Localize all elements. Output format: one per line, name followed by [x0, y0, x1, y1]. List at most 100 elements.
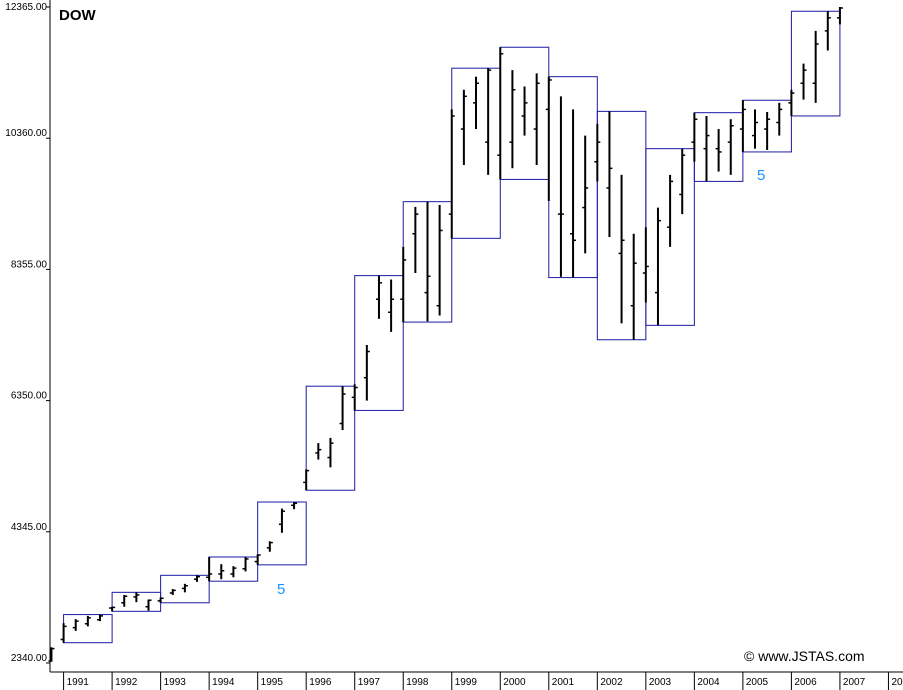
ohlc-bar — [181, 583, 188, 593]
year-range-box — [790, 10, 841, 117]
copyright-label: © www.JSTAS.com — [744, 648, 865, 664]
x-tick-label: 1992 — [115, 677, 138, 688]
ohlc-bar — [254, 554, 261, 565]
ohlc-bar — [776, 102, 783, 136]
ohlc-bar — [133, 592, 140, 603]
ohlc-bar — [157, 597, 164, 603]
x-tick-label: 2006 — [794, 677, 817, 688]
x-tick-label: 2007 — [843, 677, 866, 688]
x-tick-label: 1993 — [164, 677, 187, 688]
ohlc-bar — [497, 47, 504, 180]
x-tick-label: 1991 — [67, 677, 90, 688]
ohlc-bar — [60, 623, 67, 643]
ohlc-bar — [375, 275, 382, 319]
ohlc-bar — [521, 86, 528, 136]
ohlc-bar — [473, 76, 480, 130]
ohlc-bar — [339, 386, 346, 431]
ohlc-bar — [218, 564, 225, 580]
x-tick-label: 2003 — [649, 677, 672, 688]
ohlc-bar — [570, 109, 577, 278]
x-tick-label: 1994 — [212, 677, 235, 688]
ohlc-bar — [752, 109, 759, 149]
ohlc-bar — [327, 437, 334, 468]
annotation-label: 5 — [277, 581, 285, 598]
ohlc-bar — [545, 76, 552, 202]
ohlc-bar — [836, 7, 843, 25]
y-axis: 12365.00 10360.00 8355.00 6350.00 4345.00 234… — [5, 2, 50, 664]
x-axis: 1991 1992 1993 1994 1995 1996 1997 1998 1999 2000… — [63, 672, 903, 690]
price-bars — [48, 7, 843, 662]
ohlc-bar — [278, 508, 285, 533]
x-tick-label: 1997 — [358, 677, 381, 688]
ohlc-bar — [194, 575, 201, 582]
ohlc-bar — [642, 227, 649, 303]
ohlc-bar — [230, 566, 237, 578]
ohlc-bar — [424, 201, 431, 322]
year-range-box — [305, 385, 356, 491]
ohlc-bar — [84, 615, 91, 627]
ohlc-bar — [582, 135, 589, 254]
ohlc-bar — [691, 112, 698, 162]
ohlc-bar — [72, 619, 79, 631]
ohlc-bar — [145, 599, 152, 611]
ohlc-bar — [48, 647, 55, 662]
x-tick-label: 2000 — [503, 677, 526, 688]
ohlc-bar — [800, 63, 807, 100]
ohlc-bar — [715, 129, 722, 172]
ohlc-bar — [533, 73, 540, 166]
ohlc-bar — [388, 279, 395, 332]
x-tick-label: 1995 — [261, 677, 284, 688]
ohlc-bar — [436, 204, 443, 316]
annotation-label: 5 — [757, 167, 765, 184]
ohlc-bar — [169, 589, 176, 595]
ohlc-bar — [667, 174, 674, 247]
y-tick-label: 12365.00 — [5, 2, 47, 13]
ohlc-bar — [96, 614, 103, 622]
ohlc-bar — [679, 148, 686, 215]
ohlc-bar — [351, 384, 358, 411]
y-tick-label: 2340.00 — [11, 653, 48, 664]
x-tick-label: 1996 — [309, 677, 332, 688]
ohlc-bar — [788, 89, 795, 116]
y-tick-label: 6350.00 — [11, 391, 48, 402]
ohlc-bar — [460, 89, 467, 166]
ohlc-bar — [594, 123, 601, 182]
ohlc-bar — [109, 606, 116, 612]
ohlc-bar — [363, 344, 370, 401]
chart-title: DOW — [59, 7, 97, 24]
x-tick-label: 1999 — [455, 677, 478, 688]
x-tick-label: 2008 — [891, 677, 903, 688]
ohlc-bar — [812, 30, 819, 103]
x-tick-label: 2005 — [746, 677, 769, 688]
ohlc-bar — [764, 112, 771, 150]
ohlc-bar — [509, 70, 516, 169]
ohlc-bar — [400, 246, 407, 323]
ohlc-bar — [485, 68, 492, 175]
ohlc-bar — [266, 541, 273, 552]
ohlc-bar — [557, 96, 564, 277]
ohlc-bar — [242, 556, 249, 572]
ohlc-bar — [303, 469, 310, 491]
x-tick-label: 2004 — [697, 677, 720, 688]
ohlc-bar — [630, 233, 637, 340]
ohlc-bar — [703, 115, 710, 182]
ohlc-bar — [206, 556, 213, 582]
ohlc-bar — [412, 206, 419, 273]
ohlc-bar — [291, 502, 298, 510]
year-range-box — [160, 574, 210, 604]
x-tick-label: 1998 — [406, 677, 429, 688]
x-tick-label: 2002 — [600, 677, 623, 688]
ohlc-bar — [654, 207, 661, 326]
ohlc-bar — [315, 443, 322, 460]
ohlc-bar — [121, 594, 128, 607]
y-tick-label: 10360.00 — [5, 128, 47, 139]
ohlc-bar — [739, 100, 746, 152]
ohlc-bar — [824, 11, 831, 51]
ohlc-bar — [448, 109, 455, 239]
ohlc-bar — [606, 111, 613, 238]
y-tick-label: 8355.00 — [11, 259, 48, 270]
y-tick-label: 4345.00 — [11, 522, 48, 533]
ohlc-bar — [618, 174, 625, 324]
year-range-box — [257, 501, 307, 566]
